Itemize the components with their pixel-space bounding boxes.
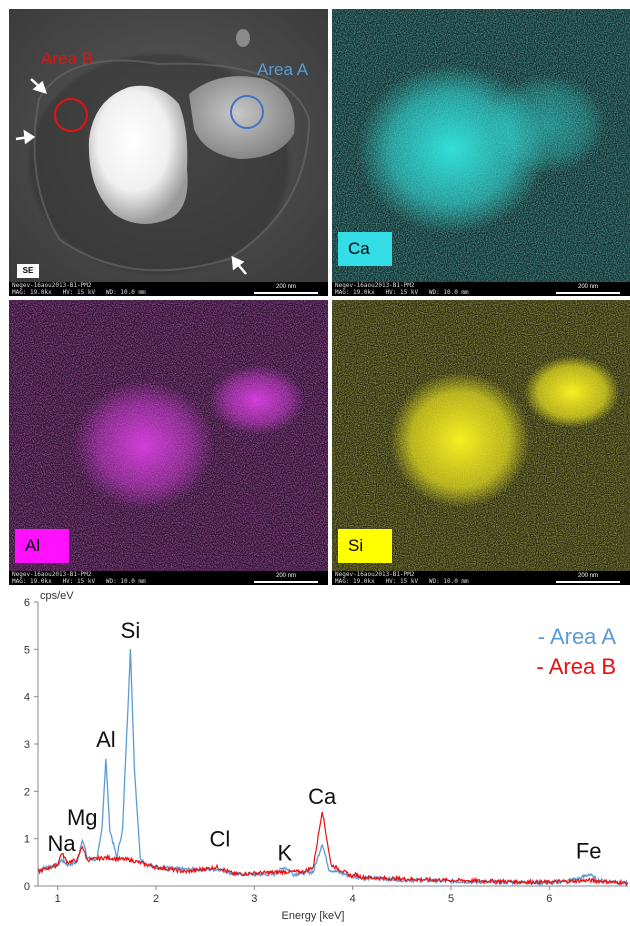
- scale-bar: 200 nm: [254, 284, 318, 294]
- x-tick-label: 4: [350, 893, 356, 905]
- x-tick-label: 6: [546, 893, 552, 905]
- al-map-panel: Al Negev-16aou2013-B1-PM2 MAG: 19.0kx HV:…: [9, 300, 328, 585]
- ca-footer: Negev-16aou2013-B1-PM2 MAG: 19.0kx HV: 15…: [332, 282, 630, 296]
- footer-line-2: MAG: 19.0kx HV: 15 kV WD: 10.0 mm: [335, 578, 469, 585]
- footer-line-2: MAG: 19.0kx HV: 15 kV WD: 10.0 mm: [12, 578, 146, 585]
- si-map-panel: Si Negev-16aou2013-B1-PM2 MAG: 19.0kx HV:…: [332, 300, 630, 585]
- footer-line-2: MAG: 19.0kx HV: 15 kV WD: 10.0 mm: [12, 289, 146, 296]
- area-a-label: Area A: [257, 60, 309, 79]
- area-b-label: Area B: [41, 49, 93, 68]
- y-tick-label: 3: [24, 739, 30, 751]
- footer-line-2: MAG: 19.0kx HV: 15 kV WD: 10.0 mm: [335, 289, 469, 296]
- x-axis-label: Energy [keV]: [282, 910, 345, 922]
- y-tick-label: 6: [24, 597, 30, 609]
- y-tick-label: 0: [24, 881, 30, 893]
- y-tick-label: 2: [24, 786, 30, 798]
- y-tick-label: 1: [24, 834, 30, 846]
- si-map: [332, 300, 630, 585]
- ca-map-panel: Ca Negev-16aou2013-B1-PM2 MAG: 19.0kx HV:…: [332, 9, 630, 296]
- scale-label: 200 nm: [275, 573, 296, 579]
- series-line-area-a: [37, 649, 628, 887]
- y-tick-label: 5: [24, 644, 30, 656]
- y-tick-label: 4: [24, 692, 30, 704]
- peak-label: Mg: [67, 805, 98, 830]
- footer-line-1: Negev-16aou2013-B1-PM2: [12, 282, 92, 289]
- peak-label: Si: [121, 618, 141, 643]
- eds-spectrum-chart: 0 1 2 3 4 5 6 1 2 3 4 5 6 cps/eV Energy [keV] - Area A -…: [24, 590, 629, 922]
- scale-label: 200 nm: [275, 284, 296, 290]
- x-tick-label: 3: [251, 893, 257, 905]
- peak-label: Ca: [308, 784, 337, 809]
- x-tick-label: 1: [55, 893, 61, 905]
- al-tag: Al: [15, 529, 69, 563]
- si-footer: Negev-16aou2013-B1-PM2 MAG: 19.0kx HV: 15…: [332, 571, 630, 585]
- y-axis-label: cps/eV: [40, 590, 74, 602]
- se-image-panel: Area B Area A SE Negev-16aou2013-B1-PM2 M…: [9, 9, 328, 296]
- peak-label: Cl: [210, 827, 231, 852]
- peak-label: Al: [96, 727, 116, 752]
- area-b-circle: [54, 98, 88, 132]
- peak-label: Fe: [576, 838, 602, 863]
- area-a-circle: [230, 95, 264, 129]
- footer-line-1: Negev-16aou2013-B1-PM2: [335, 571, 415, 578]
- scale-label: 200 nm: [577, 573, 598, 579]
- se-overlay: [15, 78, 264, 275]
- arrow-icons: [15, 78, 247, 275]
- al-footer: Negev-16aou2013-B1-PM2 MAG: 19.0kx HV: 15…: [9, 571, 328, 585]
- ca-tag: Ca: [338, 232, 392, 266]
- si-tag: Si: [338, 529, 392, 563]
- se-footer: Negev-16aou2013-B1-PM2 MAG: 19.0kx HV: 15…: [9, 282, 328, 296]
- footer-line-1: Negev-16aou2013-B1-PM2: [12, 571, 92, 578]
- scale-bar: 200 nm: [254, 573, 318, 583]
- series-line-area-b: [37, 811, 629, 887]
- footer-line-1: Negev-16aou2013-B1-PM2: [335, 282, 415, 289]
- scale-label: 200 nm: [577, 284, 598, 290]
- se-micrograph: [9, 9, 328, 296]
- peak-label: Na: [48, 831, 77, 856]
- scale-bar: 200 nm: [556, 284, 620, 294]
- x-tick-label: 5: [448, 893, 454, 905]
- peak-label: K: [277, 841, 292, 866]
- legend-entry: - Area A: [538, 624, 617, 649]
- legend-entry: - Area B: [537, 654, 616, 679]
- scale-bar: 200 nm: [556, 573, 620, 583]
- se-tag: SE: [17, 264, 39, 278]
- x-tick-label: 2: [153, 893, 159, 905]
